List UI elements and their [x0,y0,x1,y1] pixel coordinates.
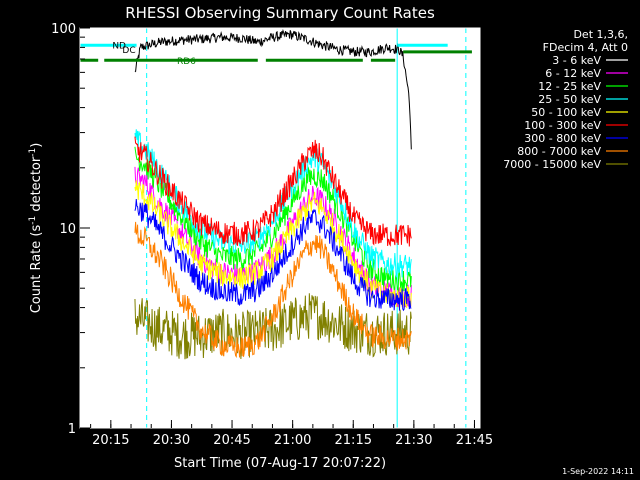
x-tick-label: 20:45 [213,433,250,448]
x-tick-label: 21:30 [395,433,432,448]
series-3-6keV-line [134,28,412,150]
y-tick-label: 10 [59,222,76,237]
legend-entry-label: 7000 - 15000 keV [503,158,601,171]
axes-layer: 20:15 20:30 20:45 21:00 21:15 21:30 21:45 1 10 10… [51,22,493,448]
legend-header-line: FDecim 4, Att 0 [543,41,628,54]
y-tick-label: 1 [68,422,76,437]
y-axis-label-sup1: -1 [28,216,38,225]
footer-date: 1-Sep-2022 14:11 [562,467,634,476]
y-axis-label-main: Count Rate (s [29,225,44,314]
x-tick-label: 21:15 [335,433,372,448]
series-800-7000keV-line [134,221,412,359]
legend-header-line: Det 1,3,6, [573,28,628,41]
legend-entry-label: 25 - 50 keV [538,93,601,106]
chart-title: RHESSI Observing Summary Count Rates [125,4,435,22]
plot-background [80,28,480,428]
x-axis-label: Start Time (07-Aug-17 20:07:22) [174,456,386,471]
legend-entry-label: 50 - 100 keV [531,106,601,119]
series-300-800keV-line [134,199,412,312]
legend-entry-label: 800 - 7000 keV [517,145,601,158]
series-100-300keV-line [134,136,412,247]
plot-area [80,28,480,428]
legend-entry-label: 100 - 300 keV [524,119,601,132]
legend-entry-label: 300 - 800 keV [524,132,601,145]
legend-entry-label: 12 - 25 keV [538,80,601,93]
legend-entry-label: 6 - 12 keV [545,67,601,80]
legend-entry-label: 3 - 6 keV [552,54,601,67]
x-tick-label: 20:30 [153,433,190,448]
y-axis-label-sup2: -1 [28,148,38,157]
y-tick-label: 100 [51,22,76,37]
flag-label-rd6: RD6 [177,57,196,67]
x-tick-label: 21:00 [274,433,311,448]
series-layer [134,28,412,360]
x-tick-label: 20:15 [92,433,129,448]
x-tick-label: 21:45 [456,433,493,448]
y-axis-label: Count Rate (s-1 detector-1) [28,143,44,314]
y-axis-label-end: ) [29,143,44,148]
y-axis-label-mid: detector [29,156,44,216]
flag-label-dc: DC [122,46,135,56]
series-50-100keV-line [134,180,412,309]
flag-label-nd: ND [112,41,126,51]
